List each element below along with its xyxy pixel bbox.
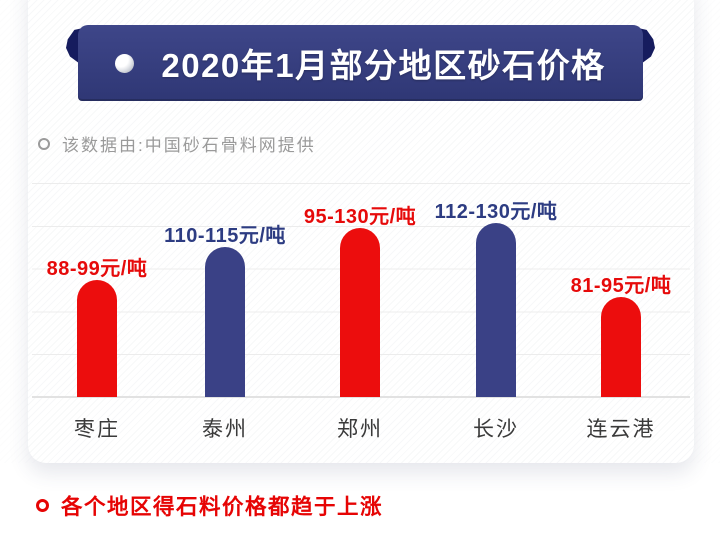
bar [77,280,117,397]
sphere-bullet-icon [115,53,135,73]
conclusion-note: 各个地区得石料价格都趋于上涨 [36,490,383,521]
category-label: 连云港 [586,418,656,441]
category-label: 枣庄 [74,418,120,441]
ring-bullet-icon [38,137,50,150]
title-banner: 2020年1月部分地区砂石价格 [78,25,643,101]
bar-value-label: 110-115元/吨 [164,225,286,247]
bar [476,223,516,397]
conclusion-text: 各个地区得石料价格都趋于上涨 [61,495,384,519]
category-label: 郑州 [337,418,383,441]
bar [601,297,641,397]
page-title: 2020年1月部分地区砂石价格 [161,47,606,84]
category-label: 长沙 [473,418,519,441]
bar [340,228,380,397]
source-note: 该数据由:中国砂石骨料网提供 [38,131,316,156]
bar-value-label: 112-130元/吨 [434,201,558,223]
category-label: 泰州 [202,418,248,441]
ring-bullet-icon [36,499,49,512]
bar-value-label: 81-95元/吨 [570,275,672,297]
bar [205,247,245,397]
bar-value-label: 88-99元/吨 [46,258,148,280]
chart-baseline [32,396,690,398]
bar-value-label: 95-130元/吨 [303,206,417,228]
source-note-text: 该数据由:中国砂石骨料网提供 [62,136,316,155]
